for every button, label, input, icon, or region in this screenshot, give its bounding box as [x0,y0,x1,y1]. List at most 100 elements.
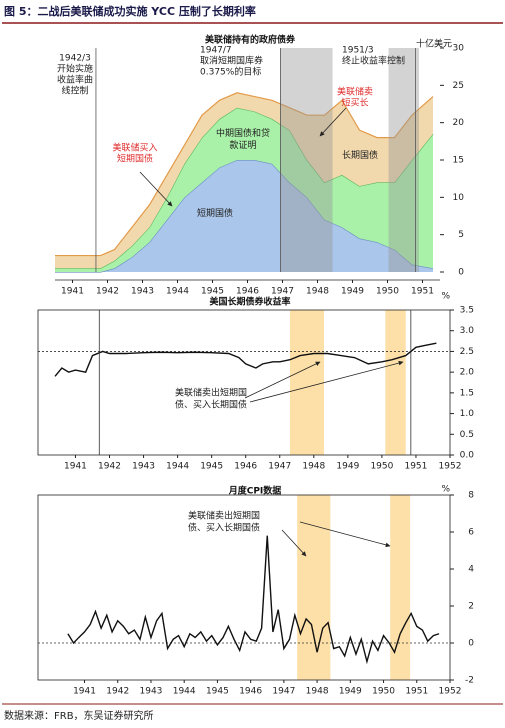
x-tick-label: 1946 [236,287,259,297]
y-tick-label: 2 [468,602,474,612]
annotation-arrow [249,360,404,403]
y-tick-label: 10 [453,193,465,203]
x-tick-label: 1947 [272,687,295,697]
series-label: 短期国债 [196,209,233,219]
annotation: 美联储卖 [337,86,373,98]
y-tick-label: 2.0 [460,368,475,378]
annotation: 美联储卖出短期国 [188,510,260,522]
annotation-arrow [281,529,307,557]
y-tick-label: 1.0 [460,409,475,419]
x-tick-label: 1941 [64,462,87,472]
x-tick-label: 1941 [61,287,84,297]
y-tick-label: 0.5 [460,430,474,440]
x-tick-label: 1951 [404,462,427,472]
annotation: 1947/7 [200,46,232,56]
series-label: 长期国债 [341,151,378,161]
x-tick-label: 1945 [201,287,224,297]
annotation: 收益率曲 [57,74,93,86]
x-tick-label: 1944 [166,462,189,472]
y-tick-label: 4 [468,565,474,575]
shaded-period [385,310,406,455]
y-tick-label: 15 [453,156,464,166]
x-tick-label: 1950 [376,287,399,297]
annotation: 1951/3 [342,46,374,56]
area [55,160,433,272]
x-tick-label: 1949 [336,462,359,472]
area-edge [55,92,434,257]
y-tick-label: 6 [468,528,474,538]
x-tick-label: 1941 [73,687,96,697]
y-tick-label: 0 [468,639,474,649]
annotation: 1942/3 [59,54,91,64]
x-tick-label: 1948 [306,687,329,697]
annotation: 短期国债 [117,153,153,165]
x-tick-label: 1948 [302,462,325,472]
area [55,92,433,269]
x-tick-label: 1947 [268,462,291,472]
x-tick-label: 1951 [405,687,428,697]
unit-label: % [441,485,450,495]
annotation: 0.375%的目标 [200,66,261,78]
annotation: 线控制 [61,85,88,97]
area [55,107,433,272]
shaded-period [280,48,333,272]
x-tick-label: 1950 [372,687,395,697]
x-tick-label: 1942 [98,462,121,472]
annotation: 终止收益率控制 [342,55,405,67]
x-tick-label: 1948 [306,287,329,297]
chart-title: 美联储持有的政府债券 [205,34,296,46]
annotation: 短买长 [341,97,368,109]
annotation-arrow [244,361,321,399]
annotation: 美联储卖出短期国 [175,387,247,399]
annotation: 债、买入长期国债 [175,399,247,411]
x-tick-label: 1943 [132,462,155,472]
x-tick-label: 1943 [140,687,163,697]
x-tick-label: 1942 [96,287,119,297]
x-tick-label: 1952 [439,462,462,472]
annotation: 美联储买入 [112,142,157,154]
x-tick-label: 1949 [341,287,364,297]
y-tick-label: 5 [458,230,464,240]
chart-title: 月度CPI数据 [228,485,282,497]
x-tick-label: 1950 [370,462,393,472]
annotation-arrow [319,107,347,137]
plot-frame [37,309,451,456]
source-note: 数据来源：FRB，东吴证券研究所 [4,709,154,722]
annotation: 债、买入长期国债 [188,522,260,534]
line [54,342,437,377]
series-label: 中期国债和贷款证明 [215,129,270,151]
y-tick-label: 1.5 [460,388,474,398]
x-tick-label: 1942 [106,687,129,697]
y-tick-label: 3.5 [460,306,474,316]
y-tick-label: 8 [468,491,474,501]
line [67,535,440,665]
annotation: 开始实施 [57,63,93,75]
y-tick-label: 0.0 [460,451,475,461]
plot-frame [37,494,451,681]
unit-label: % [441,292,450,302]
y-tick-label: 0 [458,268,464,278]
y-tick-label: 3.0 [460,326,475,336]
chart-title: 美国长期债券收益率 [209,296,290,308]
y-tick-label: 20 [453,118,465,128]
x-tick-label: 1945 [200,462,223,472]
shaded-period [390,495,411,680]
shaded-period [388,48,419,272]
annotation-arrow [299,521,391,548]
x-tick-label: 1946 [239,687,262,697]
x-tick-label: 1943 [131,287,154,297]
x-tick-label: 1945 [206,687,229,697]
x-tick-label: 1946 [234,462,257,472]
annotation: 取消短期国库券 [200,55,263,67]
y-tick-label: 30 [453,44,465,54]
annotation-arrow [139,171,173,207]
figure-title: 图 5：二战后美联储成功实施 YCC 压制了长期利率 [4,4,256,18]
x-tick-label: 1949 [339,687,362,697]
shaded-period [289,310,325,455]
y-tick-label: -2 [465,676,474,686]
y-tick-label: 25 [453,81,464,91]
x-tick-label: 1947 [271,287,294,297]
y-tick-label: 2.5 [460,347,474,357]
